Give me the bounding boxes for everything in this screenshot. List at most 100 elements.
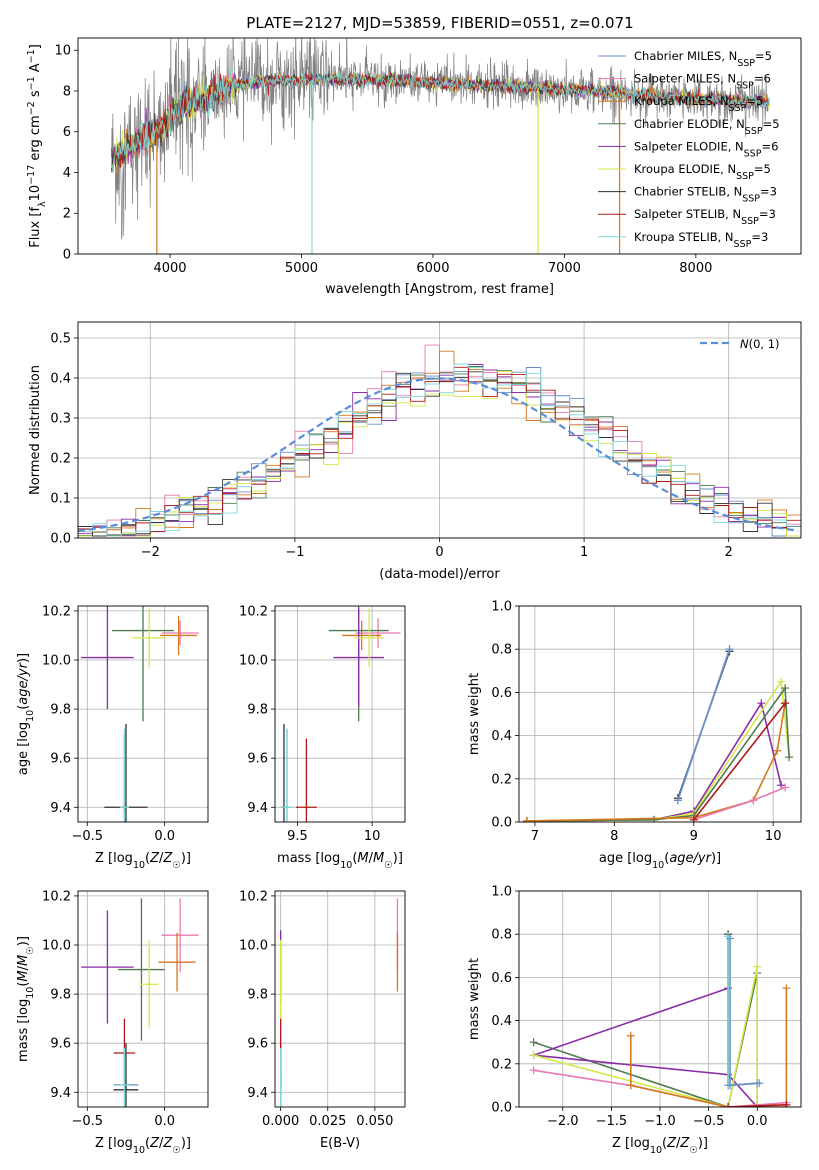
y-tick-label: 0.6 [491,971,512,986]
y-tick-label: 9.4 [247,1086,268,1101]
x-tick-label: 6000 [416,261,449,276]
mass-weight-series-line [727,936,758,1087]
legend-entry-label: Kroupa MILES, NSSP=5 [634,94,763,114]
mass-weight-point-marker [650,815,659,822]
y-tick-label: 9.8 [247,703,268,718]
y-axis-label: mass [log10(M/M☉)] [16,936,36,1062]
y-tick-label: 0.2 [50,452,71,467]
y-tick-label: 9.6 [50,752,71,767]
x-tick-label: 0.0 [154,829,175,844]
axes-frame [77,37,802,255]
y-tick-label: 0 [63,248,71,263]
axes-frame [274,890,406,1108]
mass-weight-vs-age-panel: 7 8 9 10 0.0 0.2 0.4 0.6 0.8 1.0 mass weight age [l… [467,600,802,871]
mass-weight-series-line [630,988,788,1107]
mass-weight-point-marker [749,796,758,805]
y-tick-label: 9.8 [247,988,268,1003]
x-axis-label: age [log10(age/yr)] [599,851,721,871]
mass-weight-point-marker [529,1038,538,1047]
y-tick-label: 10.0 [42,939,71,954]
axes-frame [77,890,209,1108]
mass-weight-series-line [677,648,731,801]
mass-weight-point-marker [529,1066,538,1075]
mass-weight-point-marker [673,796,682,805]
residual-histogram-step [78,363,801,537]
mass-weight-point-marker [777,677,786,686]
y-tick-label: 4 [63,166,71,181]
x-tick-label: −1.0 [644,1114,676,1129]
x-axis-label: Z [log10(Z/Z☉)] [95,851,191,871]
y-axis-label: Normed distribution [28,365,43,495]
mass-weight-series-line [727,934,758,1087]
x-tick-label: 8000 [679,261,712,276]
axes-frame [518,605,802,823]
mass-weight-point-marker [757,699,766,708]
y-axis-label: age [log10(age/yr)] [16,653,36,775]
mass-weight-point-marker [725,645,734,654]
y-tick-label: 0.2 [491,772,512,787]
x-tick-label: 0.050 [356,1114,393,1129]
y-tick-label: 10.2 [239,889,268,904]
axes-frame [518,890,802,1108]
mass-weight-point-marker [529,1051,538,1060]
x-tick-label: 0.000 [262,1114,299,1129]
age-vs-mass-panel: 9.5 10 9.4 9.6 9.8 10.0 10.2 mass [log10(M/M☉)] [239,604,406,871]
residuals-panel: −2 −1 0 1 2 0.0 0.1 0.2 0.3 0.4 0.5 Normed distribu… [28,321,802,582]
y-tick-label: 2 [63,207,71,222]
x-axis-label: Z [log10(Z/Z☉)] [95,1136,191,1156]
legend-entry-label: Kroupa ELODIE, NSSP=5 [634,162,771,182]
y-axis-label: Flux [fλ10−17 erg cm−2 s−1 A−1] [26,44,48,248]
y-tick-label: 9.8 [50,703,71,718]
y-tick-label: 10.2 [239,604,268,619]
mass-weight-point-marker [626,1031,635,1040]
x-tick-label: 8 [610,829,618,844]
residual-histogram-step [78,366,801,537]
x-tick-label: 9 [690,829,698,844]
y-tick-label: 0.8 [491,928,512,943]
x-tick-label: −0.5 [693,1114,725,1129]
x-tick-label: 4000 [153,261,186,276]
y-tick-label: 1.0 [491,885,512,900]
y-tick-label: 9.6 [50,1037,71,1052]
y-axis-label: mass weight [467,673,482,755]
plot-area [81,898,199,1107]
mass-weight-point-marker [726,1081,735,1090]
x-tick-label: 0.025 [309,1114,346,1129]
y-tick-label: 9.4 [247,801,268,816]
y-tick-label: 0.4 [491,729,512,744]
model-spectrum-line [111,68,770,173]
legend-entry-label: Chabrier STELIB, NSSP=3 [634,185,777,205]
legend-entry-label: Chabrier ELODIE, NSSP=5 [634,117,780,137]
x-tick-label: −0.5 [71,829,103,844]
figure-title: PLATE=2127, MJD=53859, FIBERID=0551, z=0… [246,14,633,32]
y-tick-label: 10.2 [42,604,71,619]
y-tick-label: 0.1 [50,492,71,507]
legend-entry-label: Salpeter ELODIE, NSSP=6 [634,139,778,159]
mass-weight-point-marker [689,815,698,822]
mass-weight-point-marker [755,1079,764,1088]
mass-weight-point-marker [781,684,790,693]
x-axis-label: Z [log10(Z/Z☉)] [612,1136,708,1156]
mass-vs-metallicity-panel: −0.5 0.0 9.4 9.6 9.8 10.0 10.2 Z [log10(Z/Z☉)] m… [16,889,209,1156]
legend-entry-label: Kroupa STELIB, NSSP=3 [634,230,768,250]
y-tick-label: 0.3 [50,412,71,427]
plot-area [81,606,199,822]
mass-weight-point-marker [782,984,791,993]
plot-area [78,344,801,537]
y-tick-label: 8 [63,84,71,99]
x-tick-label: 5000 [285,261,318,276]
y-tick-label: 0.0 [50,532,71,547]
y-tick-label: 1.0 [491,600,512,615]
x-tick-label: −1.5 [596,1114,628,1129]
plot-area [111,38,770,254]
legend-entry-label: N(0, 1) [740,337,780,351]
x-tick-label: −2.0 [547,1114,579,1129]
x-axis-label: E(B-V) [320,1136,360,1151]
x-axis-label: wavelength [Angstrom, rest frame] [325,282,554,297]
y-tick-label: 10.0 [239,654,268,669]
y-tick-label: 9.8 [50,988,71,1003]
y-tick-label: 10.0 [42,654,71,669]
y-tick-label: 9.4 [50,1086,71,1101]
legend-entry-label: Salpeter STELIB, NSSP=3 [634,207,776,227]
